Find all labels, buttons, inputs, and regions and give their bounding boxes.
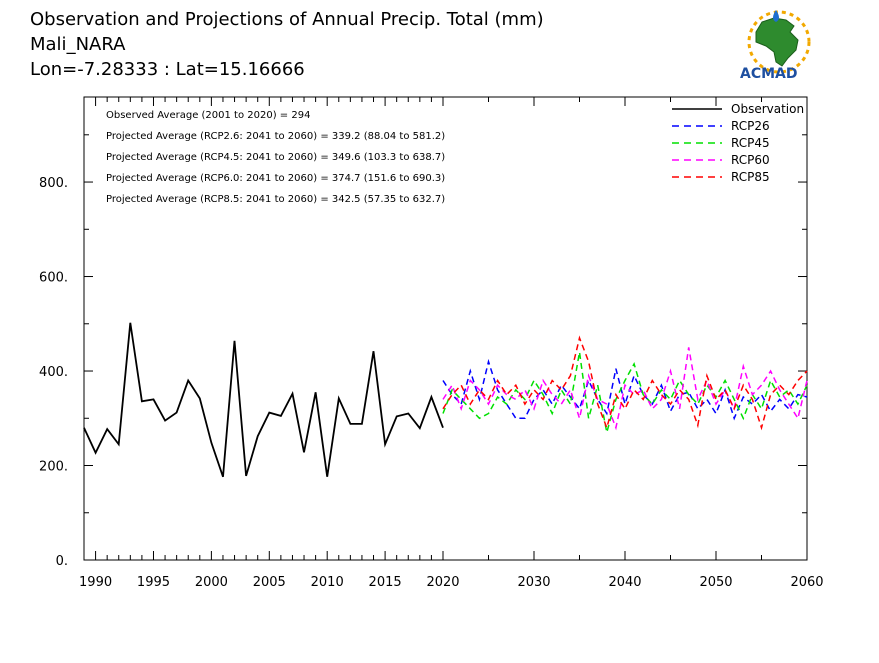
water-drop-icon: [773, 10, 779, 22]
legend-label: RCP85: [731, 170, 770, 184]
series-line-rcp60: [442, 347, 808, 431]
annotation-text: Projected Average (RCP2.6: 2041 to 2060)…: [106, 131, 445, 142]
x-tick-label: 2015: [369, 575, 402, 590]
annotation-text: Projected Average (RCP6.0: 2041 to 2060)…: [106, 173, 445, 184]
chart-title: Observation and Projections of Annual Pr…: [30, 9, 544, 30]
x-tick-label: 1990: [79, 575, 112, 590]
y-tick-label: 400.: [39, 365, 68, 380]
y-tick-label: 200.: [39, 460, 68, 475]
africa-map-icon: [755, 17, 799, 67]
series-line-rcp26: [442, 358, 808, 421]
series-line-rcp85: [442, 335, 808, 431]
series-line-observation: [83, 322, 444, 478]
x-tick-label: 2010: [311, 575, 344, 590]
y-tick-label: 600.: [39, 271, 68, 286]
series-layer: [83, 322, 808, 478]
series-line-rcp45: [442, 351, 808, 433]
annotations: Observed Average (2001 to 2020) = 294 Pro…: [106, 110, 445, 205]
y-tick-label: 0.: [56, 554, 68, 569]
x-tick-label: 2060: [790, 575, 823, 590]
legend-label: RCP45: [731, 136, 770, 150]
acmad-logo: ACMAD: [740, 10, 811, 82]
y-axis: 0. 200. 400. 600. 800.: [39, 134, 807, 569]
legend-label: RCP60: [731, 153, 770, 167]
x-tick-label: 2005: [253, 575, 286, 590]
plot-frame: [83, 96, 808, 561]
x-tick-label: 1995: [137, 575, 170, 590]
legend: Observation RCP26 RCP45 RCP60 RCP85: [672, 102, 804, 184]
chart-subtitle-coordinates: Lon=-7.28333 : Lat=15.16666: [30, 59, 305, 80]
x-tick-label: 2000: [195, 575, 228, 590]
logo-text: ACMAD: [740, 66, 798, 82]
logo-sun-rays-icon: [747, 10, 811, 74]
y-tick-label: 800.: [39, 176, 68, 191]
annotation-text: Projected Average (RCP4.5: 2041 to 2060)…: [106, 152, 445, 163]
x-axis: 1990 1995 2000 2005 2010 2015 2020 2030 2040 2050…: [79, 97, 824, 590]
annotation-text: Observed Average (2001 to 2020) = 294: [106, 110, 310, 121]
annotation-text: Projected Average (RCP8.5: 2041 to 2060)…: [106, 194, 445, 205]
x-tick-label: 2050: [699, 575, 732, 590]
legend-label: Observation: [731, 102, 804, 116]
chart-subtitle-location: Mali_NARA: [30, 34, 126, 55]
chart-title-block: Observation and Projections of Annual Pr…: [30, 9, 544, 80]
x-tick-label: 2030: [517, 575, 550, 590]
x-tick-label: 2020: [426, 575, 459, 590]
x-tick-label: 2040: [608, 575, 641, 590]
legend-label: RCP26: [731, 119, 770, 133]
